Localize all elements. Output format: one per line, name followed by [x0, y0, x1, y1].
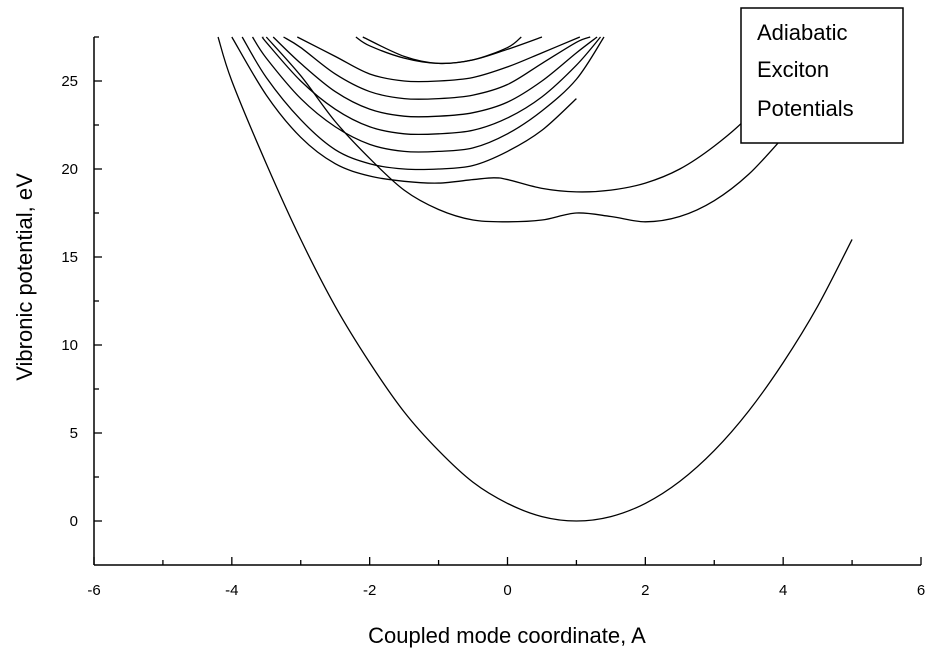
x-tick-label: 0 — [503, 582, 511, 599]
y-tick-label: 5 — [70, 425, 78, 442]
potential-curve-1 — [217, 36, 853, 522]
x-tick-label: 2 — [641, 582, 649, 599]
legend-line-1: Adiabatic — [757, 20, 848, 45]
x-tick-label: -6 — [87, 582, 100, 599]
potential-curve-4 — [241, 36, 577, 171]
curves-group — [217, 36, 853, 522]
y-tick-label: 25 — [61, 73, 78, 90]
potential-curve-8 — [283, 36, 591, 100]
x-tick-label: 4 — [779, 582, 787, 599]
y-tick-label: 15 — [61, 249, 78, 266]
y-axis-title: Vibronic potential, eV — [12, 173, 37, 381]
x-tick-label: -2 — [363, 582, 376, 599]
x-tick-label: 6 — [917, 582, 925, 599]
y-tick-label: 10 — [61, 337, 78, 354]
potential-curve-6 — [261, 36, 602, 136]
potential-curve-11 — [362, 36, 543, 65]
potential-curve-3 — [231, 36, 788, 193]
legend-line-3: Potentials — [757, 96, 854, 121]
potential-curve-5 — [251, 36, 605, 153]
y-tick-label: 20 — [61, 161, 78, 178]
legend-line-2: Exciton — [757, 57, 829, 82]
potential-curve-7 — [272, 36, 598, 118]
x-axis-title: Coupled mode coordinate, A — [368, 623, 646, 648]
y-tick-label: 0 — [70, 513, 78, 530]
potential-curve-2 — [265, 36, 784, 223]
y-ticks-group: 0 5 10 15 20 25 — [61, 36, 102, 530]
x-ticks-group: -6 -4 -2 0 2 4 6 — [87, 557, 925, 599]
legend-frame — [740, 7, 904, 144]
potential-curve-9 — [297, 36, 581, 83]
legend-box: Adiabatic Exciton Potentials — [740, 7, 904, 144]
x-tick-label: -4 — [225, 582, 238, 599]
potential-curve-10 — [355, 36, 522, 65]
